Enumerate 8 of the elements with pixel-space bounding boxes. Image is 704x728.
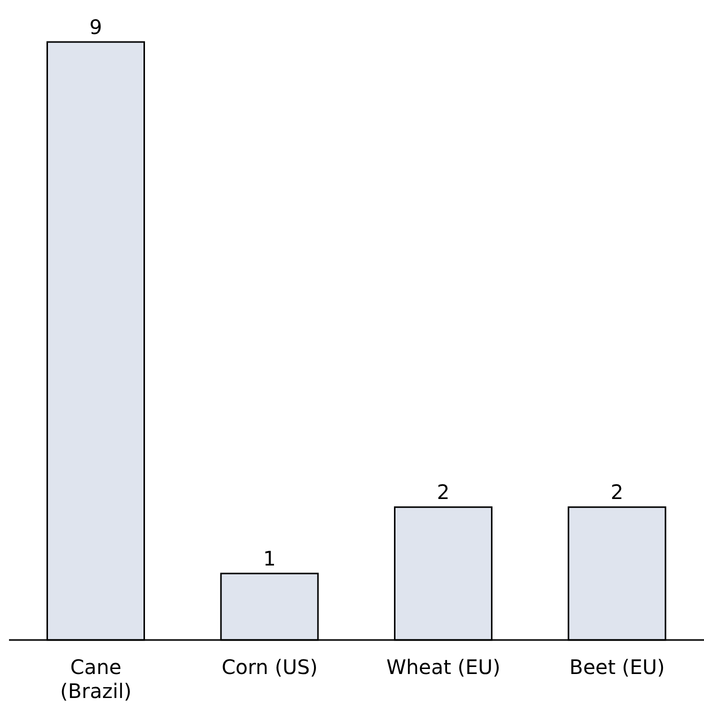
x-tick-label: Corn (US) (222, 655, 318, 679)
data-label: 9 (89, 15, 102, 39)
x-tick-label: Beet (EU) (569, 655, 665, 679)
x-tick-label: Cane (Brazil) (60, 655, 132, 703)
data-label: 1 (263, 546, 276, 571)
x-tick-label: Wheat (EU) (386, 655, 500, 679)
data-label: 2 (436, 480, 450, 504)
data-label: 2 (610, 480, 624, 504)
